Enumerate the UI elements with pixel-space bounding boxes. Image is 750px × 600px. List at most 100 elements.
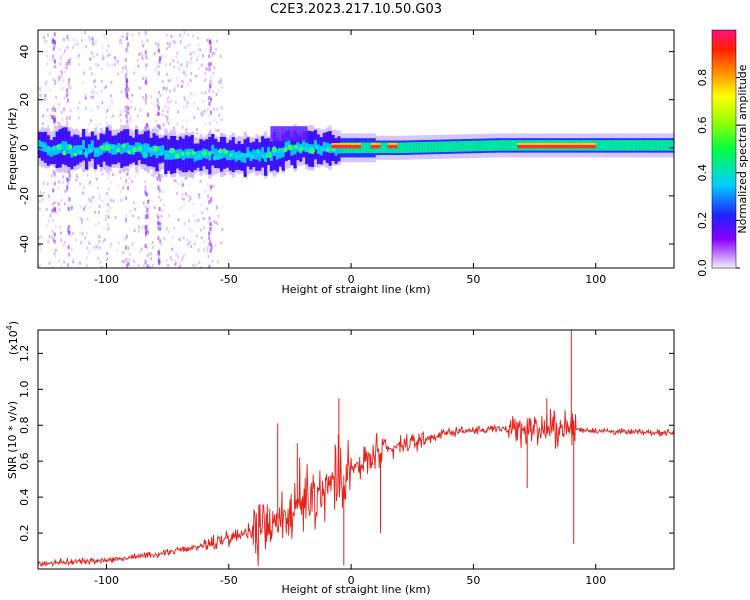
noise-cell: [99, 265, 102, 268]
noise-cell: [157, 254, 160, 258]
streak-cell: [127, 246, 130, 251]
streak-cell: [67, 177, 70, 182]
band-core: [443, 141, 447, 153]
noise-cell: [215, 206, 218, 210]
streak-cell: [51, 208, 54, 213]
noise-cell: [75, 178, 78, 182]
band-core: [120, 144, 124, 155]
noise-cell: [106, 203, 109, 207]
noise-cell: [196, 131, 199, 135]
peak-dot: [142, 152, 149, 159]
noise-cell: [196, 58, 198, 62]
snr-frame: [37, 329, 675, 570]
noise-cell: [185, 128, 188, 132]
noise-cell: [195, 263, 198, 267]
noise-cell: [81, 81, 84, 85]
noise-cell: [157, 183, 160, 187]
band-core: [205, 149, 209, 159]
noise-cell: [150, 173, 153, 176]
noise-cell: [172, 247, 175, 251]
streak-cell: [209, 185, 212, 190]
noise-cell: [211, 54, 214, 58]
noise-cell: [197, 193, 200, 197]
noise-cell: [166, 47, 169, 51]
noise-cell: [206, 108, 209, 112]
band-core: [498, 140, 503, 151]
streak-cell: [208, 216, 211, 221]
streak-cell: [53, 172, 56, 177]
noise-cell: [169, 255, 172, 259]
noise-cell: [89, 57, 92, 61]
noise-cell: [39, 199, 41, 203]
noise-cell: [63, 108, 66, 112]
warm-segment: [331, 143, 356, 145]
streak-cell: [127, 42, 130, 47]
noise-cell: [146, 63, 149, 67]
noise-cell: [162, 208, 165, 212]
noise-cell: [68, 85, 71, 89]
noise-cell: [90, 108, 93, 112]
peak-dot: [223, 149, 229, 155]
noise-cell: [176, 76, 179, 80]
noise-cell: [197, 248, 200, 252]
noise-cell: [106, 251, 109, 255]
streak-cell: [157, 185, 160, 190]
noise-cell: [75, 174, 78, 178]
warm-segment: [534, 143, 572, 145]
noise-cell: [158, 195, 161, 199]
noise-cell: [62, 38, 65, 41]
noise-cell: [179, 40, 182, 44]
streak-cell: [144, 50, 147, 55]
noise-cell: [207, 194, 209, 198]
noise-cell: [203, 240, 206, 243]
noise-cell: [51, 219, 54, 223]
noise-cell: [180, 84, 183, 88]
streak-cell: [66, 121, 69, 126]
spectrogram-x-tick-label: -100: [94, 273, 119, 286]
noise-cell: [166, 97, 169, 101]
noise-cell: [101, 266, 104, 268]
noise-cell: [93, 80, 95, 84]
noise-cell: [180, 264, 182, 267]
colorbar-label: Normalized spectral amplitude: [736, 64, 749, 233]
noise-cell: [58, 208, 61, 211]
noise-cell: [116, 249, 119, 253]
noise-cell: [70, 207, 73, 211]
noise-cell: [168, 44, 171, 48]
bump-cell: [292, 126, 297, 141]
noise-cell: [126, 32, 129, 36]
noise-cell: [47, 219, 50, 223]
noise-cell: [168, 100, 171, 104]
noise-cell: [162, 123, 165, 127]
noise-cell: [94, 42, 97, 46]
noise-cell: [88, 182, 91, 186]
band-core: [49, 147, 54, 157]
noise-cell: [175, 179, 178, 183]
noise-cell: [109, 198, 112, 202]
noise-cell: [167, 230, 170, 234]
noise-cell: [141, 57, 144, 61]
streak-cell: [209, 129, 212, 134]
noise-cell: [124, 237, 127, 241]
noise-cell: [134, 107, 137, 111]
band-core: [140, 144, 145, 154]
noise-cell: [181, 181, 184, 184]
noise-cell: [88, 38, 91, 42]
streak-cell: [156, 98, 159, 103]
band-core: [173, 149, 177, 160]
noise-cell: [181, 183, 184, 187]
noise-cell: [186, 61, 189, 65]
streak-cell: [158, 167, 161, 172]
noise-cell: [145, 101, 147, 105]
colorbar-tick-label: 0.6: [696, 116, 709, 134]
peak-dot: [287, 144, 294, 151]
noise-cell: [64, 189, 67, 193]
noise-cell: [51, 202, 54, 206]
peak-dot: [212, 155, 218, 161]
band-core: [507, 140, 512, 151]
streak-cell: [126, 86, 129, 91]
noise-cell: [185, 64, 188, 68]
band-core: [633, 140, 638, 151]
noise-cell: [131, 214, 134, 217]
noise-cell: [131, 93, 134, 97]
